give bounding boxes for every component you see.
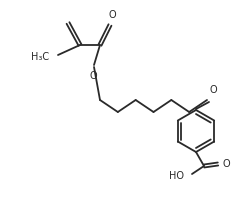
Text: O: O	[223, 159, 231, 169]
Text: HO: HO	[169, 171, 184, 181]
Text: O: O	[108, 10, 116, 20]
Text: H₃C: H₃C	[31, 52, 49, 62]
Text: O: O	[209, 85, 217, 95]
Text: O: O	[89, 71, 97, 81]
